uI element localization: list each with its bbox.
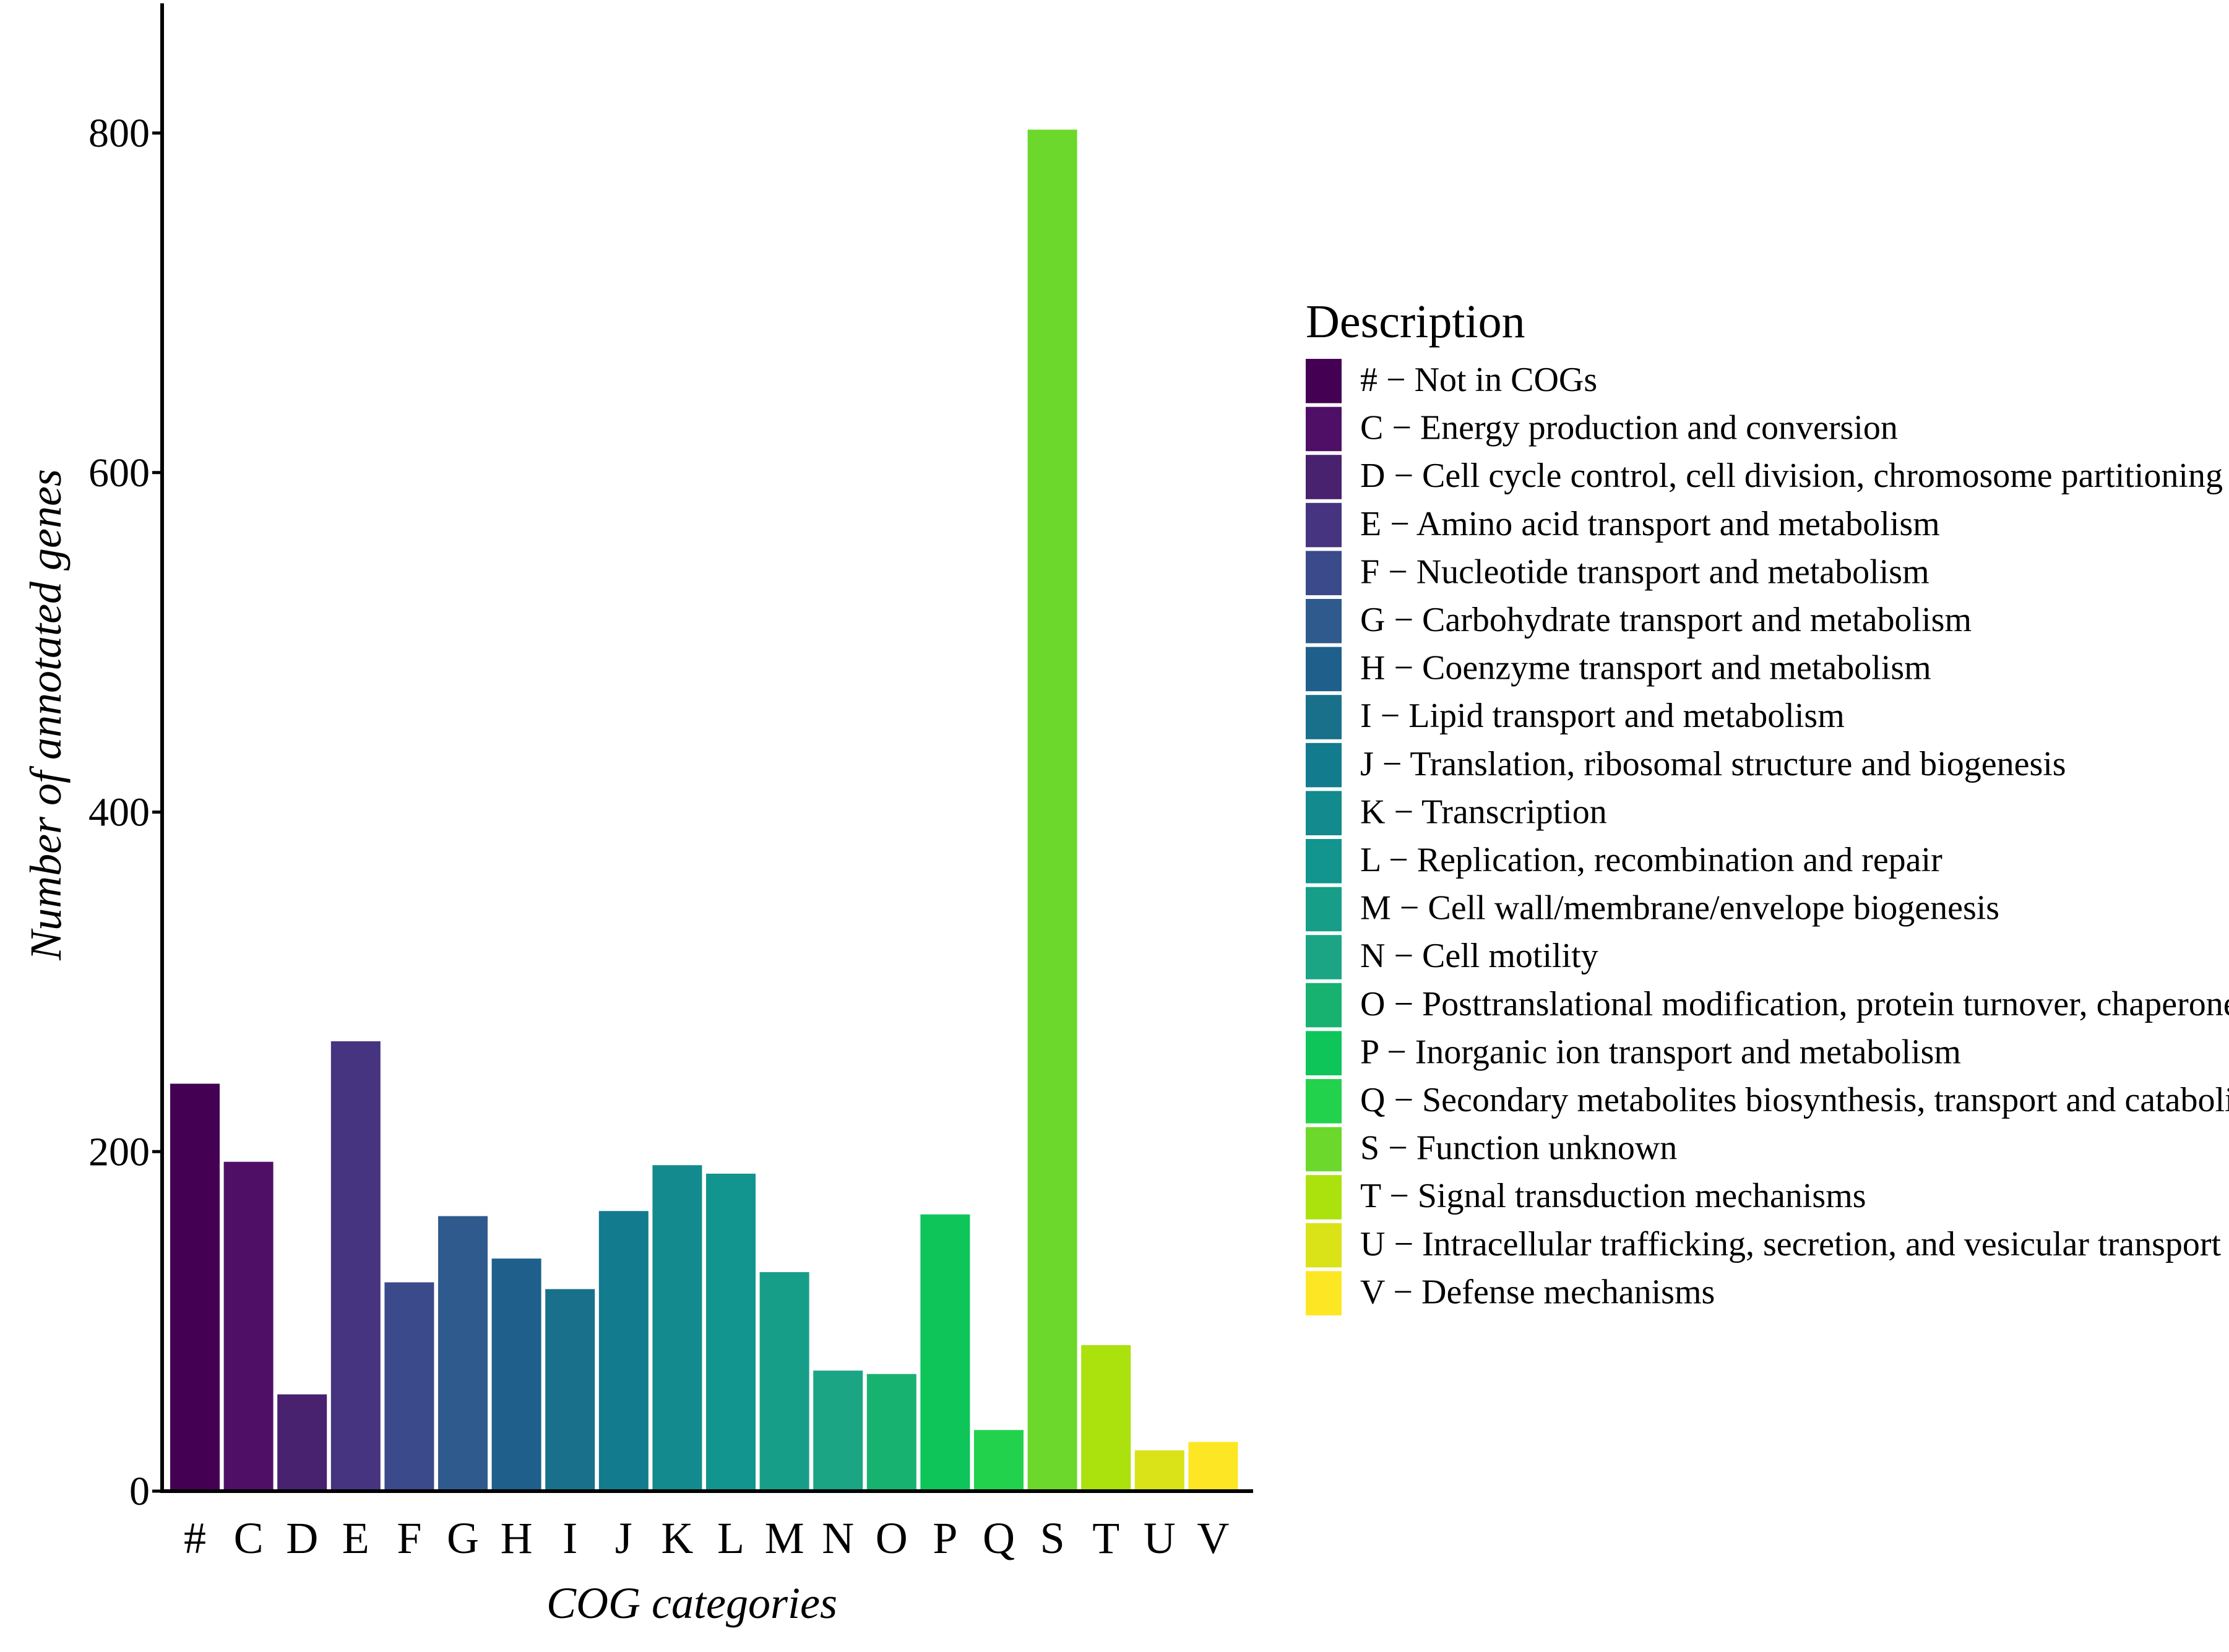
legend-entry: Q − Secondary metabolites biosynthesis, …: [1360, 1081, 2229, 1119]
legend-swatch: [1306, 791, 1342, 835]
bar-q: [974, 1430, 1024, 1491]
bar-o: [866, 1374, 916, 1491]
legend-entry: I − Lipid transport and metabolism: [1360, 697, 1845, 735]
legend-entry: J − Translation, ribosomal structure and…: [1360, 745, 2066, 783]
bar-j: [598, 1211, 649, 1491]
legend-swatch: [1306, 983, 1342, 1028]
y-tick-label: 200: [88, 1129, 150, 1174]
bar-not-in-cogs: [170, 1083, 220, 1491]
bar-m: [759, 1272, 809, 1491]
legend-entry: E − Amino acid transport and metabolism: [1360, 505, 1940, 543]
legend-entry: V − Defense mechanisms: [1360, 1273, 1715, 1311]
x-tick-label: S: [1040, 1513, 1065, 1563]
x-tick-label: G: [447, 1513, 479, 1563]
x-tick-label: C: [234, 1513, 264, 1563]
legend-swatch: [1306, 1223, 1342, 1268]
y-tick-label: 400: [88, 790, 150, 835]
legend-swatch: [1306, 1031, 1342, 1075]
legend-entry: S − Function unknown: [1360, 1129, 1677, 1168]
x-tick-label: P: [933, 1513, 957, 1563]
bar-h: [491, 1258, 541, 1491]
legend-swatch: [1306, 407, 1342, 452]
bar-k: [652, 1165, 702, 1491]
legend-entry: P − Inorganic ion transport and metaboli…: [1360, 1033, 1961, 1071]
bar-u: [1134, 1450, 1184, 1491]
x-tick-label: J: [615, 1513, 632, 1563]
legend-entry: L − Replication, recombination and repai…: [1360, 841, 1942, 879]
legend-swatch: [1306, 887, 1342, 932]
bar-t: [1081, 1345, 1131, 1491]
y-tick-label: 600: [88, 450, 150, 496]
bar-g: [438, 1216, 488, 1491]
bar-n: [813, 1370, 863, 1491]
x-tick-label: I: [563, 1513, 577, 1563]
x-axis-title: COG categories: [546, 1578, 837, 1628]
bar-e: [330, 1041, 381, 1491]
x-tick-label: L: [717, 1513, 744, 1563]
legend-entry: C − Energy production and conversion: [1360, 409, 1898, 447]
bars-group: [170, 129, 1238, 1492]
legend-swatch: [1306, 742, 1342, 788]
x-tick-label: F: [397, 1513, 421, 1563]
bar-i: [545, 1289, 595, 1491]
legend-swatch: [1306, 551, 1342, 595]
x-tick-label: O: [876, 1513, 908, 1563]
bar-p: [920, 1214, 970, 1491]
bar-d: [277, 1394, 327, 1491]
legend-entry: G − Carbohydrate transport and metabolis…: [1360, 601, 1972, 639]
legend-entry: F − Nucleotide transport and metabolism: [1360, 553, 1929, 591]
legend-swatch: [1306, 359, 1342, 403]
legend-swatch: [1306, 455, 1342, 499]
axes-group: # C D E F G H I J K L M N O P Q S T U V 0 200 400 600 800 COG cat…: [21, 3, 1253, 1628]
legend-entry: N − Cell motility: [1360, 937, 1598, 975]
y-tick-label: 0: [129, 1469, 150, 1514]
legend-entry: T − Signal transduction mechanisms: [1360, 1177, 1866, 1215]
x-tick-label: M: [765, 1513, 804, 1563]
bar-s: [1027, 129, 1077, 1492]
legend-entry: D − Cell cycle control, cell division, c…: [1360, 457, 2223, 495]
x-tick-label: Q: [983, 1513, 1015, 1563]
legend-swatch: [1306, 839, 1342, 884]
bar-l: [706, 1173, 756, 1491]
x-tick-label: D: [286, 1513, 318, 1563]
x-tick-label: E: [342, 1513, 369, 1563]
x-tick-label: #: [184, 1513, 206, 1563]
x-tick-label: N: [822, 1513, 854, 1563]
legend-swatch: [1306, 935, 1342, 979]
legend: Description # − Not in COGs C − Energy pro…: [1306, 296, 2229, 1315]
legend-entry: O − Posttranslational modification, prot…: [1360, 985, 2229, 1023]
legend-swatch: [1306, 695, 1342, 739]
legend-entry: K − Transcription: [1360, 793, 1607, 831]
x-tick-label: U: [1144, 1513, 1176, 1563]
legend-entry: M − Cell wall/membrane/envelope biogenes…: [1360, 889, 1999, 927]
x-tick-label: V: [1197, 1513, 1229, 1563]
legend-swatch: [1306, 1127, 1342, 1172]
x-tick-label: K: [661, 1513, 693, 1563]
legend-swatch: [1306, 1175, 1342, 1220]
legend-swatch: [1306, 647, 1342, 692]
legend-entry: # − Not in COGs: [1360, 361, 1597, 399]
bar-f: [384, 1282, 434, 1491]
legend-swatch: [1306, 1271, 1342, 1315]
legend-entry: H − Coenzyme transport and metabolism: [1360, 649, 1931, 687]
legend-swatch: [1306, 502, 1342, 548]
x-tick-label: T: [1092, 1513, 1119, 1563]
legend-swatch: [1306, 599, 1342, 643]
y-axis-title: Number of annotated genes: [21, 469, 71, 961]
legend-entry: U − Intracellular trafficking, secretion…: [1360, 1225, 2222, 1263]
x-tick-label: H: [501, 1513, 533, 1563]
y-tick-label: 800: [88, 111, 150, 156]
bar-v: [1188, 1442, 1238, 1491]
bar-c: [223, 1161, 274, 1491]
legend-swatch: [1306, 1079, 1342, 1124]
legend-title: Description: [1306, 296, 1525, 348]
